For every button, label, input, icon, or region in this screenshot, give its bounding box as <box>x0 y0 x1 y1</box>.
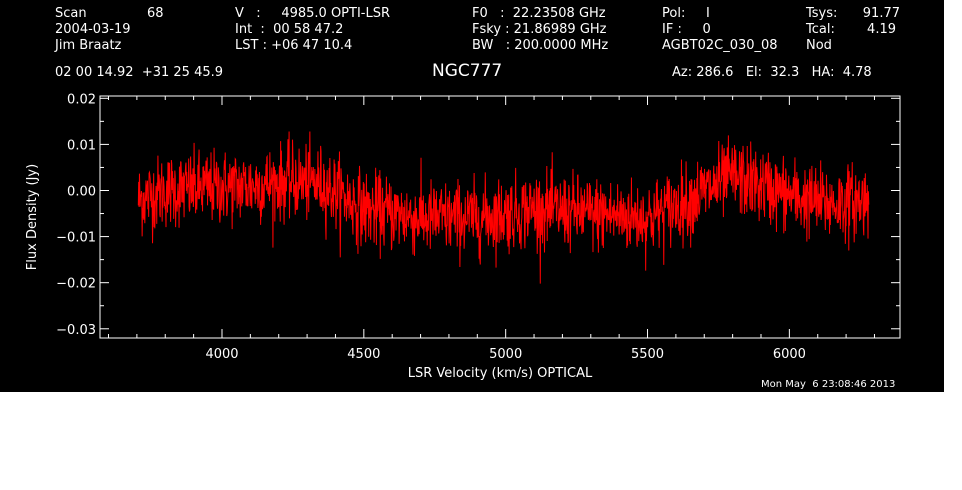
trace-layer <box>137 131 870 284</box>
rest-frequency-line: F0 : 22.23508 GHz <box>472 6 606 21</box>
y-axis-label: Flux Density (Jy) <box>25 164 40 270</box>
y-tick-label: −0.01 <box>56 231 96 246</box>
if-line: IF : 0 <box>662 22 711 37</box>
bandwidth-line: BW : 200.0000 MHz <box>472 38 609 53</box>
polarization-line: Pol: I <box>662 6 710 21</box>
y-tick-label: −0.02 <box>56 277 96 292</box>
tsys-value: 91.77 <box>862 6 900 21</box>
sky-frequency-line: Fsky : 21.86989 GHz <box>472 22 607 37</box>
tsys-label: Tsys: <box>806 6 838 21</box>
x-tick-label: 6000 <box>773 347 806 362</box>
observing-mode: Nod <box>806 38 832 53</box>
x-tick-label: 4500 <box>347 347 380 362</box>
tick-layer: 4000 4500 5000 5500 6000 −0.03 −0.02 −0.01 0.00 0… <box>56 92 900 362</box>
observation-date: 2004-03-19 <box>55 22 131 37</box>
project-id: AGBT02C_030_08 <box>662 38 778 53</box>
source-name: NGC777 <box>432 61 503 81</box>
plot-frame <box>99 95 901 339</box>
tcal-value: 4.19 <box>867 22 896 37</box>
observer-name: Jim Braatz <box>55 38 122 53</box>
spectrum-trace <box>137 131 870 284</box>
x-tick-label: 5000 <box>489 347 522 362</box>
scan-label: Scan <box>55 6 87 21</box>
x-tick-label: 5500 <box>631 347 664 362</box>
scan-value: 68 <box>147 6 164 21</box>
tcal-label: Tcal: <box>806 22 835 37</box>
y-tick-label: 0.02 <box>67 92 96 107</box>
lst-line: LST : +06 47 10.4 <box>235 38 353 53</box>
velocity-line: V : 4985.0 OPTI-LSR <box>235 6 391 21</box>
x-axis-label: LSR Velocity (km/s) OPTICAL <box>408 366 593 381</box>
render-timestamp: Mon May 6 23:08:46 2013 <box>761 379 896 390</box>
source-coordinates: 02 00 14.92 +31 25 45.9 <box>55 65 224 80</box>
spectrum-chart: 4000 4500 5000 5500 6000 −0.03 −0.02 −0.01 0.00 0… <box>25 92 901 381</box>
integration-line: Int : 00 58 47.2 <box>235 22 344 37</box>
x-tick-label: 4000 <box>205 347 238 362</box>
pointing-info: Az: 286.6 El: 32.3 HA: 4.78 <box>672 65 872 80</box>
y-tick-label: 0.00 <box>67 184 96 199</box>
y-tick-label: −0.03 <box>56 323 96 338</box>
y-tick-label: 0.01 <box>67 138 96 153</box>
